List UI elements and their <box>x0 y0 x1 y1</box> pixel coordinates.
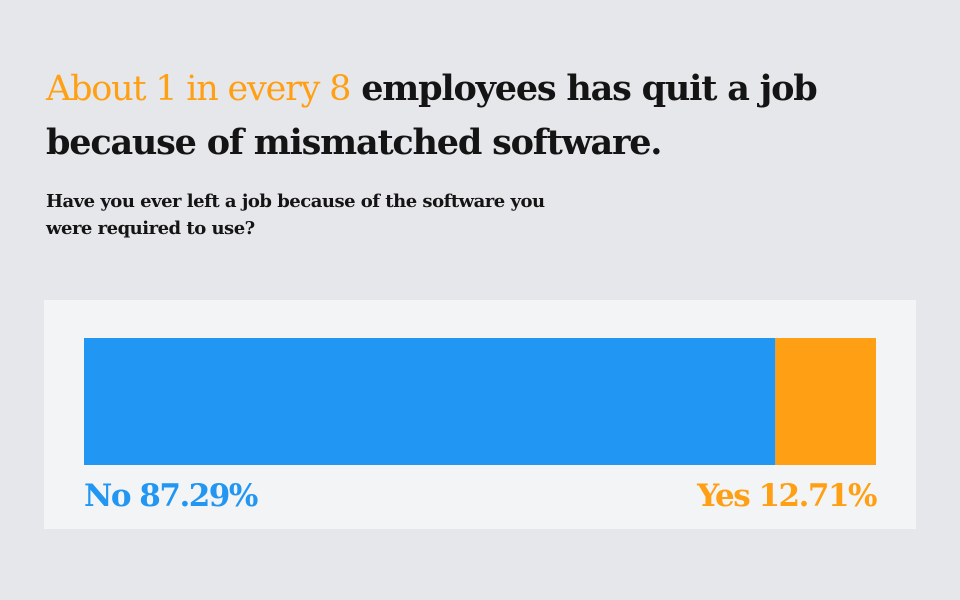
survey-question: Have you ever left a job because of the … <box>46 191 545 239</box>
bar-label-yes: Yes 12.71% <box>697 478 877 514</box>
headline: About 1 in every 8 employees has quit a … <box>46 62 866 170</box>
bar-segment-yes <box>775 338 876 465</box>
bar-segment-no <box>84 338 776 465</box>
headline-rest: employees has quit a job because of mism… <box>46 68 818 163</box>
stacked-bar-chart <box>84 338 876 465</box>
chart-panel: No 87.29% Yes 12.71% <box>44 300 916 529</box>
headline-highlight: About 1 in every 8 <box>46 69 351 109</box>
bar-group <box>84 338 876 465</box>
bar-label-no: No 87.29% <box>84 478 258 514</box>
